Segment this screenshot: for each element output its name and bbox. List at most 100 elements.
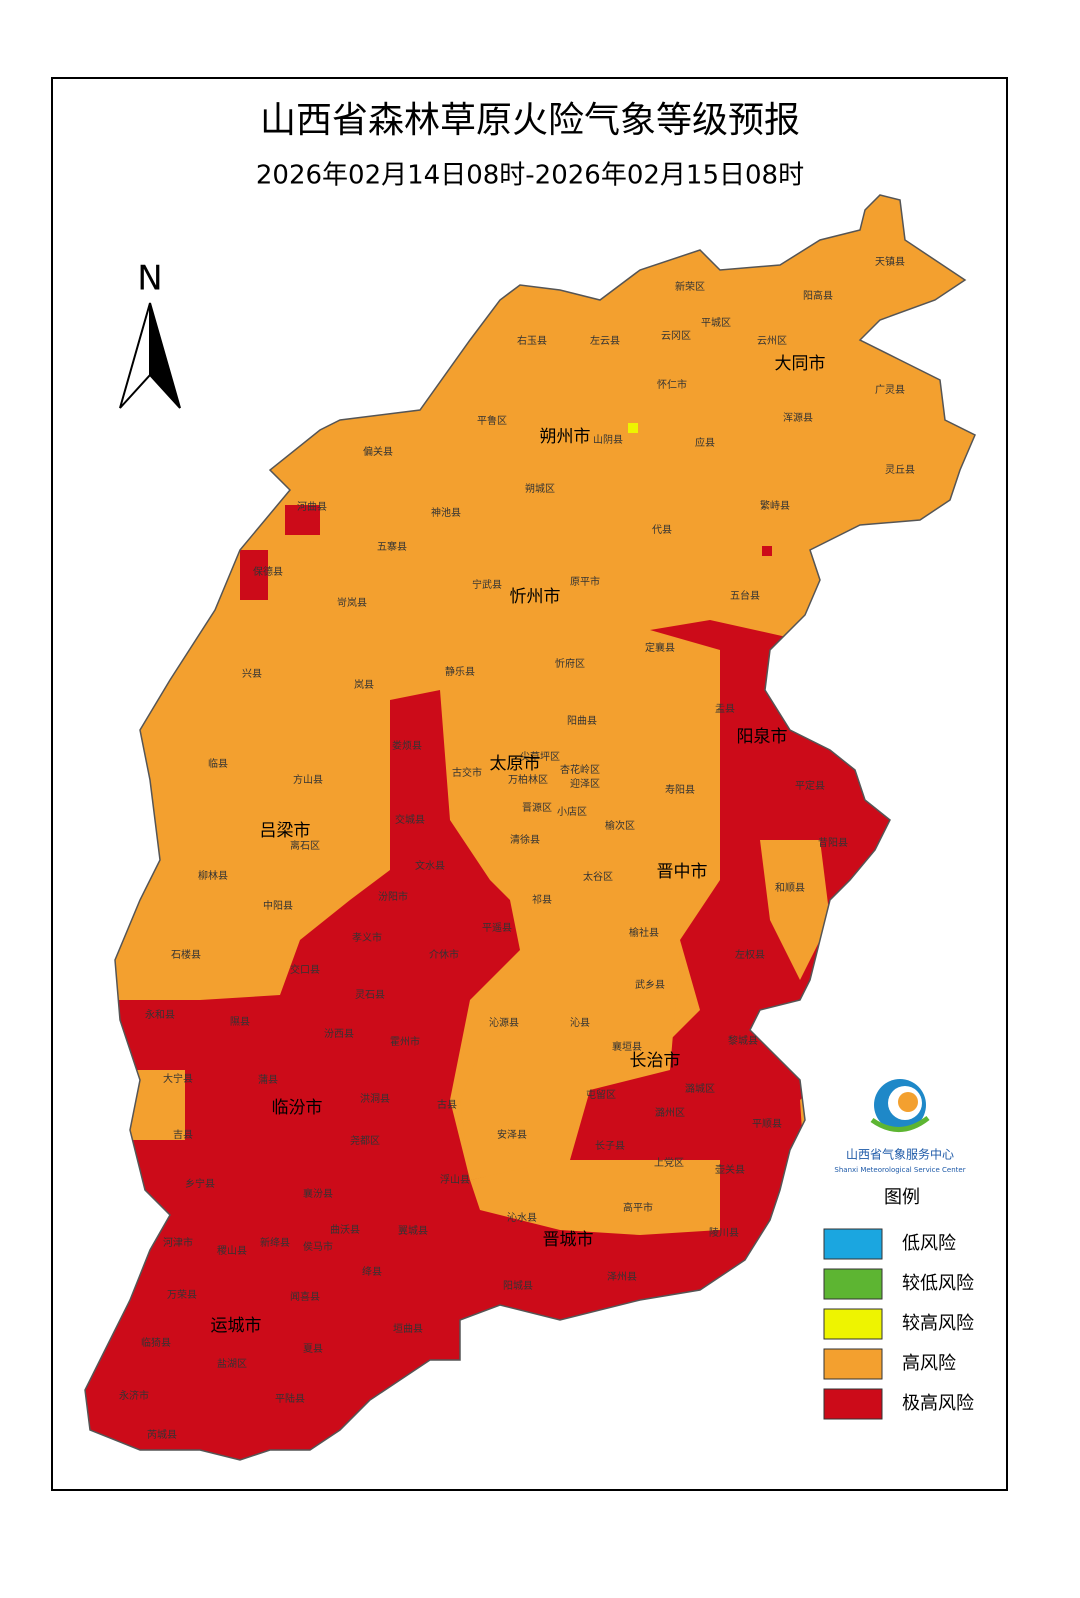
county-label: 壶关县 — [715, 1163, 745, 1176]
county-label: 定襄县 — [645, 641, 675, 654]
county-label: 武乡县 — [635, 978, 665, 991]
legend-title: 图例 — [884, 1187, 920, 1208]
county-label: 陵川县 — [709, 1227, 739, 1239]
county-label: 柳林县 — [198, 869, 228, 882]
county-label: 盐湖区 — [217, 1357, 247, 1370]
county-label: 蒲县 — [258, 1073, 278, 1086]
title: 山西省森林草原火险气象等级预报 — [260, 100, 800, 141]
logo-english: Shanxi Meteorological Service Center — [834, 1166, 965, 1174]
county-label: 岢岚县 — [337, 597, 367, 609]
city-label: 忻州市 — [510, 587, 561, 607]
county-label: 朔城区 — [525, 482, 555, 495]
city-label: 运城市 — [211, 1316, 262, 1336]
county-label: 古县 — [437, 1098, 457, 1111]
county-label: 安泽县 — [497, 1128, 527, 1141]
county-label: 云冈区 — [661, 330, 691, 342]
county-label: 杏花岭区 — [560, 763, 600, 776]
extreme-risk-area — [240, 550, 268, 600]
county-label: 河曲县 — [297, 501, 327, 513]
county-label: 沁水县 — [507, 1212, 537, 1224]
legend-swatch — [823, 1388, 883, 1420]
county-label: 翼城县 — [398, 1225, 428, 1237]
county-label: 万柏林区 — [508, 773, 548, 786]
county-label: 襄垣县 — [612, 1040, 642, 1053]
county-label: 垣曲县 — [393, 1323, 423, 1335]
county-label: 闻喜县 — [290, 1290, 320, 1303]
county-label: 沁县 — [570, 1017, 590, 1029]
city-label: 晋城市 — [543, 1230, 594, 1250]
city-label: 长治市 — [630, 1051, 681, 1071]
legend-label: 较低风险 — [902, 1273, 974, 1294]
county-label: 清徐县 — [510, 833, 540, 846]
extreme-risk-area — [762, 546, 772, 556]
legend-swatch — [823, 1228, 883, 1260]
county-label: 尖草坪区 — [520, 750, 560, 763]
north-arrow — [149, 302, 181, 409]
county-label: 阳城县 — [503, 1280, 533, 1292]
extreme-risk-area — [85, 620, 900, 1460]
city-label: 晋中市 — [657, 862, 708, 882]
county-label: 大宁县 — [163, 1072, 193, 1085]
legend-label: 高风险 — [902, 1353, 956, 1374]
county-label: 云州区 — [757, 335, 787, 347]
high-risk-area — [130, 1070, 185, 1140]
county-label: 浮山县 — [440, 1174, 470, 1186]
county-label: 平陆县 — [275, 1392, 305, 1405]
county-label: 宁武县 — [472, 578, 502, 591]
subtitle: 2026年02月14日08时-2026年02月15日08时 — [256, 161, 804, 191]
county-label: 乡宁县 — [185, 1177, 215, 1190]
county-label: 繁峙县 — [760, 499, 790, 512]
legend-swatch — [823, 1268, 883, 1300]
high-risk-area — [470, 1160, 720, 1235]
county-label: 寿阳县 — [665, 783, 695, 796]
county-label: 晋源区 — [522, 801, 552, 814]
county-label: 永济市 — [119, 1389, 149, 1402]
county-label: 静乐县 — [445, 665, 475, 678]
north-label: N — [137, 259, 162, 299]
county-label: 灵丘县 — [885, 464, 915, 476]
county-label: 潞州区 — [655, 1106, 685, 1119]
county-label: 灵石县 — [355, 989, 385, 1001]
county-label: 盂县 — [715, 703, 735, 715]
county-label: 小店区 — [557, 805, 587, 818]
county-label: 新绛县 — [260, 1236, 290, 1249]
county-label: 右玉县 — [517, 334, 547, 347]
county-label: 夏县 — [303, 1343, 323, 1355]
county-label: 天镇县 — [875, 255, 905, 268]
county-label: 黎城县 — [728, 1034, 758, 1047]
county-label: 保德县 — [253, 565, 283, 578]
county-label: 方山县 — [293, 773, 323, 786]
legend-swatch — [823, 1348, 883, 1380]
county-label: 石楼县 — [171, 948, 201, 961]
county-label: 长子县 — [595, 1140, 625, 1152]
county-label: 平遥县 — [482, 921, 512, 934]
high-risk-area — [760, 840, 830, 980]
county-label: 神池县 — [431, 506, 461, 519]
county-label: 洪洞县 — [360, 1093, 390, 1105]
county-label: 和顺县 — [775, 882, 805, 894]
legend-label: 较高风险 — [902, 1313, 974, 1334]
county-label: 迎泽区 — [570, 778, 600, 790]
county-label: 临县 — [208, 757, 228, 770]
county-label: 吉县 — [173, 1129, 193, 1141]
county-label: 汾西县 — [324, 1028, 354, 1040]
county-label: 河津市 — [163, 1236, 193, 1249]
county-label: 隰县 — [230, 1016, 250, 1028]
county-label: 文水县 — [415, 859, 445, 872]
county-label: 万荣县 — [167, 1289, 197, 1301]
county-label: 五寨县 — [377, 540, 407, 553]
outline — [84, 194, 976, 1461]
county-label: 平城区 — [701, 317, 731, 329]
county-label: 稷山县 — [217, 1245, 247, 1257]
county-label: 沁源县 — [489, 1016, 519, 1029]
county-label: 孝义市 — [352, 931, 382, 944]
county-label: 曲沃县 — [330, 1224, 360, 1236]
county-label: 浑源县 — [783, 411, 813, 424]
county-label: 祁县 — [532, 893, 552, 906]
county-label: 左权县 — [735, 948, 765, 961]
county-label: 榆社县 — [629, 926, 659, 939]
county-label: 汾阳市 — [378, 890, 408, 903]
county-label: 岚县 — [354, 679, 374, 691]
county-label: 太谷区 — [583, 870, 613, 883]
